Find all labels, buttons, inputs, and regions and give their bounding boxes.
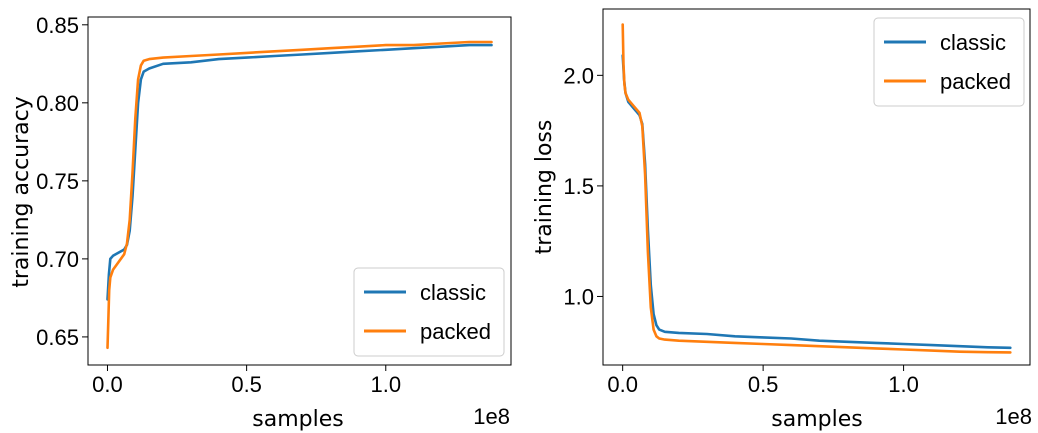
legend-label-packed: packed <box>420 319 491 344</box>
y-tick-label: 0.80 <box>36 91 79 116</box>
y-tick-label: 0.75 <box>36 169 79 194</box>
legend-box <box>873 17 1025 107</box>
y-tick-label: 0.70 <box>36 247 79 272</box>
plot-area: 0.0 0.5 1.0 1.0 1.5 2.0 classic packed <box>563 8 1031 397</box>
legend-label-classic: classic <box>420 280 486 305</box>
x-tick-label: 1.0 <box>370 372 401 397</box>
legend-box <box>353 267 505 357</box>
y-tick-label: 2.0 <box>563 63 594 88</box>
x-axis-label: samples <box>252 407 343 432</box>
x-tick-label: 1.0 <box>888 372 919 397</box>
legend-label-classic: classic <box>940 30 1006 55</box>
x-tick-label: 0.0 <box>607 372 638 397</box>
legend: classic packed <box>353 267 505 357</box>
y-tick-label: 0.65 <box>36 325 79 350</box>
plot-frame <box>87 16 512 366</box>
plot-area: 0.0 0.5 1.0 0.65 0.70 0.75 0.80 0.85 classic pack… <box>36 13 512 397</box>
x-tick-label: 0.5 <box>231 372 262 397</box>
y-axis-label: training accuracy <box>9 96 34 287</box>
legend-label-packed: packed <box>940 69 1011 94</box>
series-line-packed <box>621 23 1012 354</box>
x-tick-label: 0.5 <box>748 372 779 397</box>
y-axis-label: training loss <box>532 120 557 255</box>
y-tick-label: 1.0 <box>563 284 594 309</box>
x-offset-label: 1e8 <box>995 404 1032 429</box>
x-offset-label: 1e8 <box>473 404 510 429</box>
legend: classic packed <box>873 17 1025 107</box>
x-tick-label: 0.0 <box>92 372 123 397</box>
chart-training-accuracy: 0.0 0.5 1.0 0.65 0.70 0.75 0.80 0.85 classic pack… <box>9 13 512 432</box>
series-line-classic <box>106 43 493 301</box>
y-tick-label: 0.85 <box>36 13 79 38</box>
series-line-classic <box>621 54 1012 350</box>
series-line-packed <box>106 40 493 350</box>
y-tick-label: 1.5 <box>563 174 594 199</box>
x-axis-label: samples <box>771 407 862 432</box>
plot-frame <box>602 8 1031 366</box>
